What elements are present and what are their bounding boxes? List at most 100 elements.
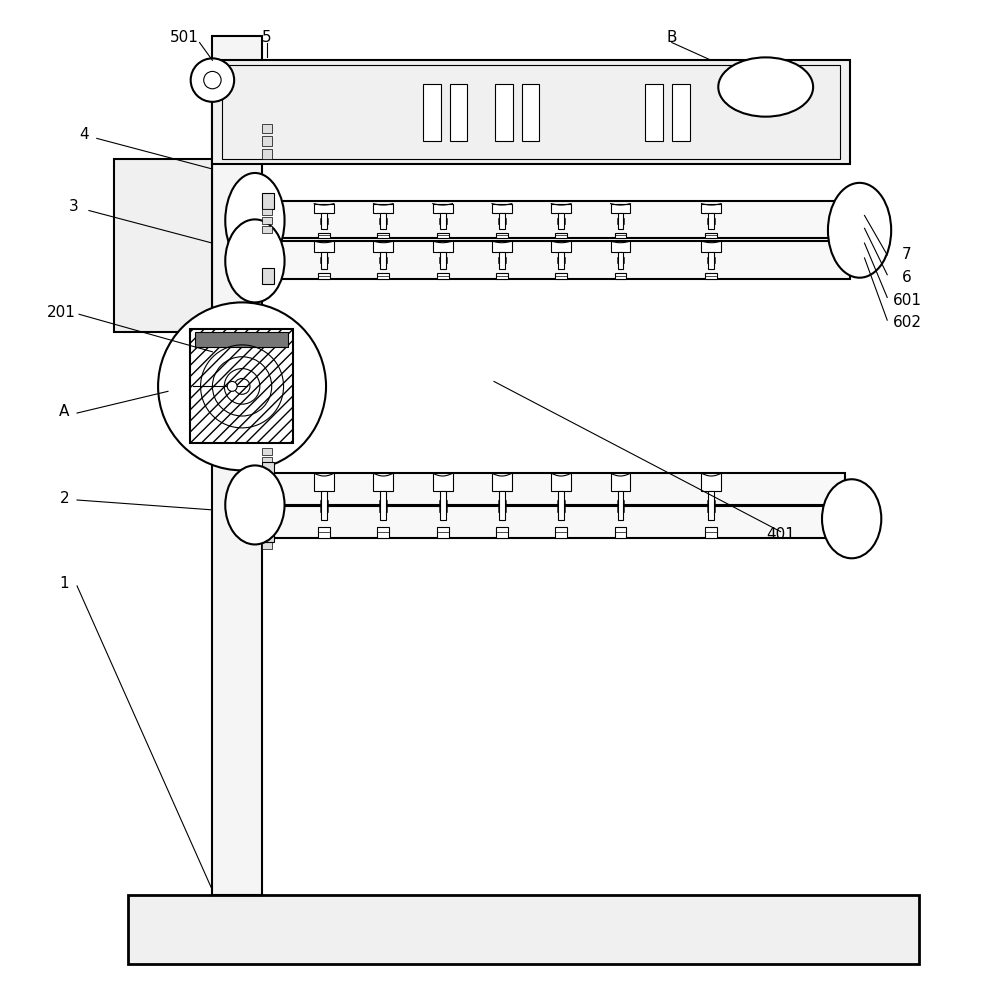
Bar bbox=[492, 241, 512, 252]
Bar bbox=[262, 465, 272, 472]
Bar bbox=[262, 457, 272, 463]
Bar bbox=[611, 204, 630, 213]
Bar bbox=[618, 252, 623, 269]
Bar bbox=[128, 895, 919, 964]
Bar bbox=[705, 233, 717, 238]
Bar bbox=[433, 204, 453, 213]
Bar bbox=[262, 462, 274, 478]
Bar bbox=[262, 525, 272, 532]
Bar bbox=[314, 473, 334, 491]
Text: 4: 4 bbox=[79, 127, 89, 142]
Circle shape bbox=[204, 71, 221, 89]
Bar bbox=[558, 252, 564, 269]
Bar bbox=[262, 506, 845, 538]
Text: 7: 7 bbox=[902, 247, 912, 262]
Bar bbox=[212, 60, 850, 164]
Text: 3: 3 bbox=[69, 199, 79, 214]
Bar bbox=[701, 241, 721, 252]
Bar bbox=[377, 273, 389, 279]
Bar bbox=[437, 527, 449, 538]
Ellipse shape bbox=[718, 57, 813, 117]
Ellipse shape bbox=[225, 173, 285, 268]
Bar bbox=[212, 36, 262, 895]
Circle shape bbox=[191, 58, 234, 102]
Ellipse shape bbox=[225, 465, 285, 544]
Ellipse shape bbox=[828, 183, 891, 278]
Bar bbox=[380, 213, 386, 229]
Text: 201: 201 bbox=[46, 305, 76, 320]
Bar bbox=[262, 542, 272, 549]
Bar bbox=[262, 136, 272, 146]
Bar bbox=[321, 213, 327, 229]
Ellipse shape bbox=[225, 219, 285, 302]
Bar bbox=[615, 233, 626, 238]
Bar bbox=[195, 332, 288, 347]
Bar bbox=[321, 252, 327, 269]
Bar bbox=[558, 491, 564, 520]
Circle shape bbox=[227, 381, 237, 391]
Bar bbox=[645, 84, 663, 141]
Bar bbox=[262, 534, 272, 541]
Bar bbox=[440, 213, 446, 229]
Bar bbox=[611, 241, 630, 252]
Bar bbox=[262, 217, 272, 224]
Bar bbox=[705, 527, 717, 538]
Bar bbox=[318, 233, 330, 238]
Bar bbox=[615, 273, 626, 279]
Bar bbox=[377, 233, 389, 238]
Bar bbox=[262, 149, 272, 159]
Bar bbox=[551, 241, 571, 252]
Bar bbox=[262, 241, 850, 279]
Bar bbox=[318, 527, 330, 538]
Bar bbox=[262, 448, 272, 455]
Text: 1: 1 bbox=[59, 576, 69, 591]
Bar bbox=[551, 473, 571, 491]
Text: B: B bbox=[667, 30, 677, 45]
Ellipse shape bbox=[822, 479, 881, 558]
Bar bbox=[262, 268, 274, 284]
Bar bbox=[551, 204, 571, 213]
Bar bbox=[499, 213, 505, 229]
Bar bbox=[314, 204, 334, 213]
Text: 5: 5 bbox=[262, 30, 272, 45]
Bar bbox=[450, 84, 467, 141]
Bar bbox=[555, 233, 567, 238]
Bar bbox=[496, 233, 508, 238]
Circle shape bbox=[158, 302, 326, 470]
Bar bbox=[618, 213, 623, 229]
Text: 2: 2 bbox=[59, 491, 69, 506]
Bar bbox=[492, 204, 512, 213]
Bar bbox=[440, 252, 446, 269]
Bar bbox=[262, 527, 274, 542]
Bar bbox=[611, 473, 630, 491]
Bar bbox=[433, 241, 453, 252]
Bar bbox=[440, 491, 446, 520]
Bar bbox=[433, 473, 453, 491]
Bar bbox=[615, 527, 626, 538]
Bar bbox=[492, 473, 512, 491]
Bar bbox=[377, 527, 389, 538]
Bar bbox=[495, 84, 513, 141]
Bar bbox=[701, 473, 721, 491]
Bar bbox=[618, 491, 623, 520]
Bar bbox=[380, 491, 386, 520]
Bar bbox=[437, 233, 449, 238]
Bar bbox=[314, 241, 334, 252]
Bar bbox=[708, 252, 714, 269]
Bar bbox=[499, 252, 505, 269]
Bar bbox=[380, 252, 386, 269]
Bar bbox=[321, 491, 327, 520]
Bar bbox=[262, 473, 845, 505]
Bar bbox=[262, 193, 274, 209]
Bar bbox=[262, 209, 272, 215]
Bar bbox=[373, 473, 393, 491]
Text: A: A bbox=[59, 404, 69, 419]
Bar bbox=[262, 226, 272, 233]
Text: 401: 401 bbox=[766, 527, 795, 542]
Text: 602: 602 bbox=[892, 315, 922, 330]
Bar bbox=[558, 213, 564, 229]
Bar bbox=[373, 204, 393, 213]
Text: 601: 601 bbox=[892, 293, 922, 308]
Bar bbox=[423, 84, 441, 141]
Text: 501: 501 bbox=[170, 30, 200, 45]
